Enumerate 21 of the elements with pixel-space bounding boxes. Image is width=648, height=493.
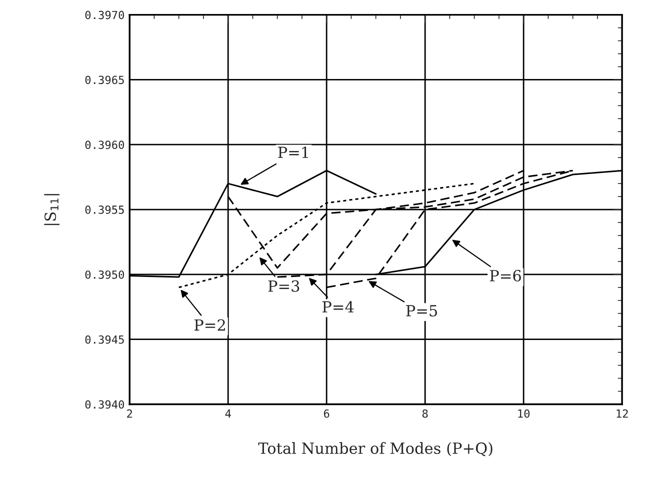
x-axis-title: Total Number of Modes (P+Q) bbox=[258, 442, 492, 456]
y-axis-title: |S$_{11}$| bbox=[44, 194, 60, 226]
x-tick-label: 6 bbox=[324, 409, 330, 418]
y-tick-label: 0.3960 bbox=[85, 140, 124, 150]
y-tick-label: 0.3945 bbox=[85, 335, 124, 344]
x-tick-label: 12 bbox=[616, 409, 628, 418]
annotation: P=6 bbox=[490, 270, 521, 282]
annotation: P=1 bbox=[278, 146, 308, 158]
x-tick-label: 8 bbox=[422, 409, 428, 418]
annotation: P=5 bbox=[406, 305, 438, 317]
x-tick-label: 4 bbox=[225, 410, 231, 418]
y-tick-label: 0.3950 bbox=[85, 270, 124, 279]
x-tick-label: 10 bbox=[518, 409, 530, 418]
x-tick-label: 2 bbox=[127, 409, 132, 418]
annotation: P=3 bbox=[268, 280, 300, 292]
y-tick-label: 0.3940 bbox=[85, 400, 124, 409]
y-tick-label: 0.3955 bbox=[85, 206, 124, 214]
annotation: P=2 bbox=[194, 319, 225, 331]
annotation: P=4 bbox=[322, 301, 354, 312]
y-tick-label: 0.3970 bbox=[85, 10, 124, 20]
y-tick-label: 0.3965 bbox=[85, 76, 124, 84]
